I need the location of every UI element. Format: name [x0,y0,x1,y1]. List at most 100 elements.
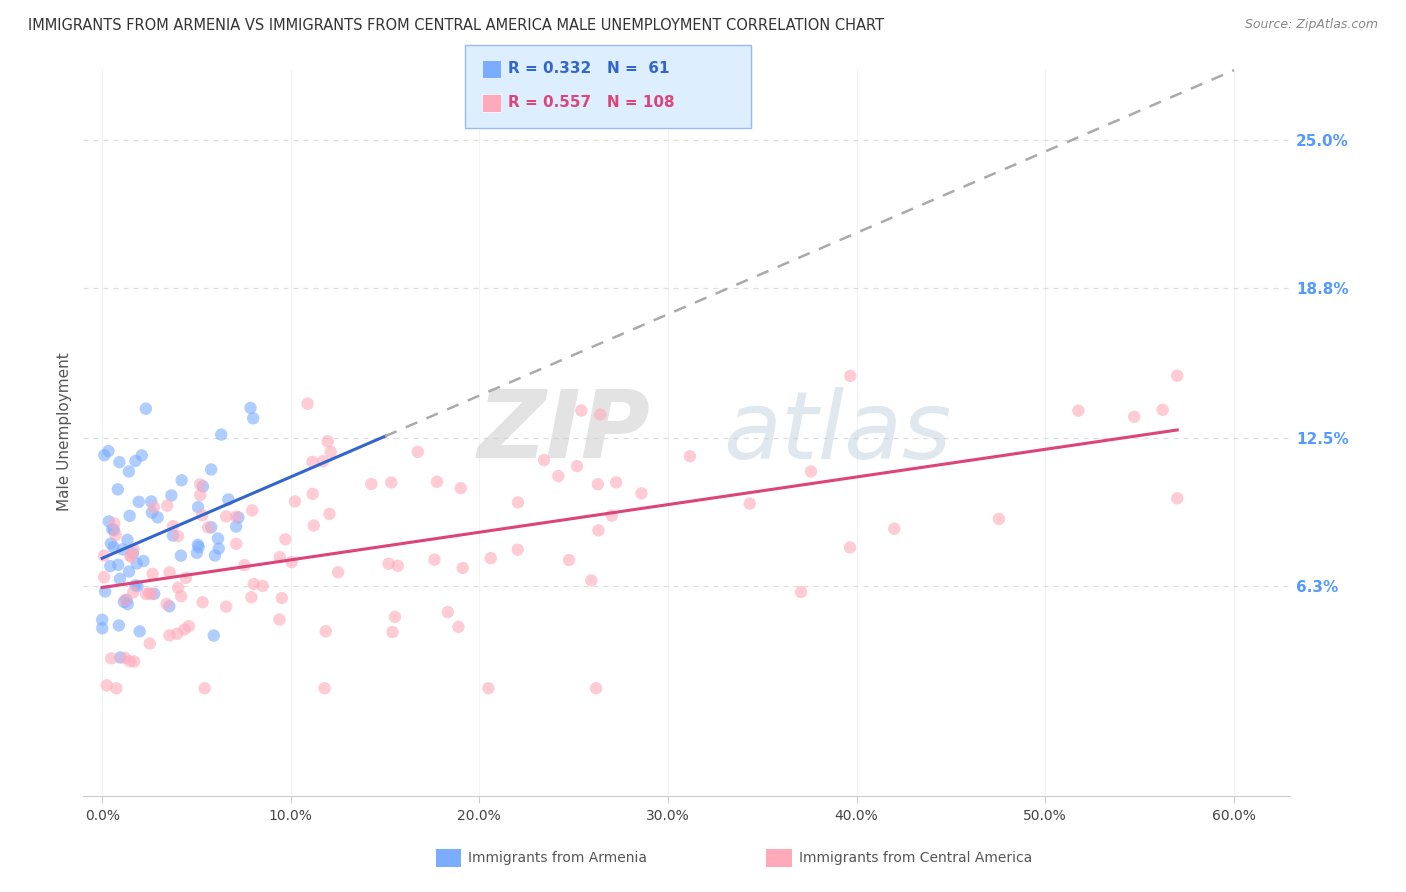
Point [301,487,323,501]
Point [96,678,118,692]
Point [533,453,555,467]
Point [506,542,529,557]
Point [581,574,603,588]
Point [207,532,229,546]
Point [1152,402,1174,417]
Point [569,403,592,417]
Point [239,401,262,415]
Point [297,397,319,411]
Text: atlas: atlas [723,386,952,477]
Point [141,587,163,601]
Point [1166,368,1188,383]
Point [108,618,131,632]
Point [117,597,139,611]
Point [314,681,336,696]
Point [155,597,177,611]
Point [138,636,160,650]
Point [280,555,302,569]
Point [225,537,247,551]
Point [477,681,499,696]
Point [141,506,163,520]
Point [436,605,458,619]
Point [302,518,325,533]
Point [586,477,609,491]
Point [387,558,409,573]
Point [156,499,179,513]
Point [167,529,190,543]
Point [166,627,188,641]
Point [558,553,581,567]
Point [312,454,335,468]
Point [451,561,474,575]
Point [108,572,131,586]
Text: IMMIGRANTS FROM ARMENIA VS IMMIGRANTS FROM CENTRAL AMERICA MALE UNEMPLOYMENT COR: IMMIGRANTS FROM ARMENIA VS IMMIGRANTS FR… [28,18,884,33]
Point [380,475,402,490]
Point [170,589,193,603]
Point [125,557,148,571]
Point [170,473,193,487]
Point [93,549,115,563]
Point [679,450,702,464]
Point [111,542,134,557]
Point [117,533,139,547]
Point [118,465,141,479]
Point [124,454,146,468]
Point [124,578,146,592]
Point [177,619,200,633]
Point [108,455,131,469]
Point [93,448,115,462]
Point [100,536,122,550]
Point [128,624,150,639]
Point [122,585,145,599]
Point [800,465,823,479]
Point [318,507,340,521]
Point [839,541,862,555]
Point [233,558,256,573]
Point [91,621,114,635]
Point [326,566,349,580]
Point [200,520,222,534]
Point [269,550,291,565]
Point [406,445,429,459]
Point [204,549,226,563]
Point [284,494,307,508]
Point [167,581,190,595]
Point [269,613,291,627]
Text: R = 0.332   N =  61: R = 0.332 N = 61 [508,62,669,76]
Point [118,565,141,579]
Point [118,654,141,668]
Point [225,509,247,524]
Point [240,591,263,605]
Point [97,514,120,528]
Point [1166,491,1188,506]
Point [839,368,862,383]
Point [191,595,214,609]
Point [315,624,337,639]
Point [987,512,1010,526]
Point [381,625,404,640]
Point [93,570,115,584]
Point [118,508,141,523]
Point [270,591,292,605]
Point [104,528,127,542]
Point [252,579,274,593]
Point [174,571,197,585]
Point [738,496,761,510]
Point [225,519,247,533]
Y-axis label: Male Unemployment: Male Unemployment [58,352,72,511]
Point [384,610,406,624]
Point [588,524,610,538]
Point [242,411,264,425]
Point [131,449,153,463]
Point [135,401,157,416]
Point [122,546,145,560]
Point [186,546,208,560]
Point [423,552,446,566]
Point [142,566,165,581]
Point [107,483,129,497]
Point [301,455,323,469]
Point [138,586,160,600]
Point [115,593,138,607]
Point [191,479,214,493]
Point [1123,409,1146,424]
